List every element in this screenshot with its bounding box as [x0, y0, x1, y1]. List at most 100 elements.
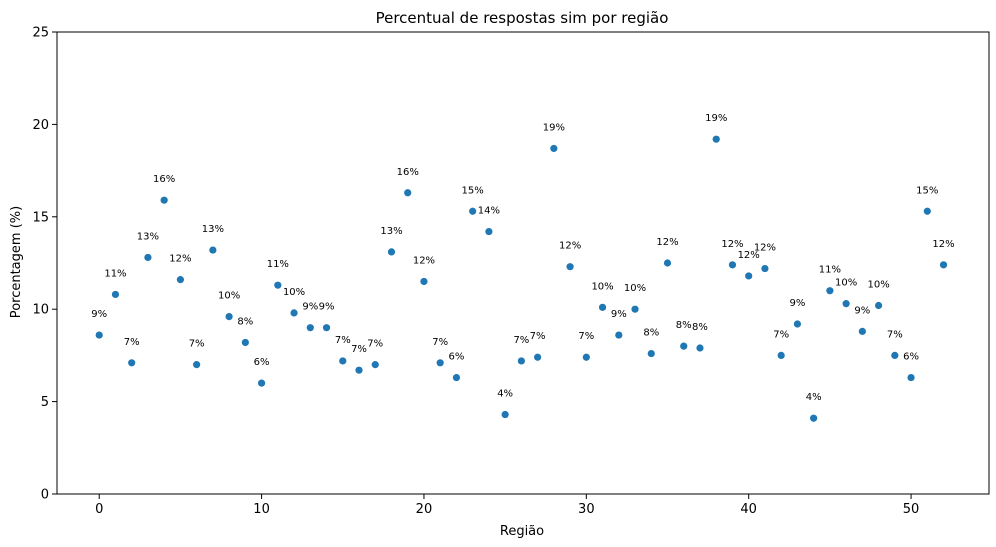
data-label: 10% — [283, 287, 305, 298]
data-point — [517, 357, 525, 365]
data-point — [777, 351, 785, 359]
data-point — [598, 303, 607, 311]
data-point — [712, 135, 720, 143]
data-point — [257, 379, 266, 387]
data-point — [582, 353, 590, 361]
chart-title: Percentual de respostas sim por região — [376, 9, 669, 27]
plot-area: 0 10 20 30 40 50 0 5 10 15 20 25 9% 11% 7% 13% 16% 12% 7% 1… — [32, 26, 990, 517]
data-point — [793, 320, 802, 328]
data-label: 9% — [789, 298, 805, 309]
data-point — [566, 263, 574, 271]
x-tick-label: 40 — [740, 502, 757, 517]
data-label: 7% — [530, 331, 546, 342]
data-point — [680, 342, 688, 350]
data-point — [322, 324, 331, 332]
data-point — [290, 309, 298, 317]
data-label: 9% — [302, 302, 318, 313]
data-point — [728, 261, 737, 269]
y-tick-label: 0 — [41, 488, 49, 503]
data-label: 15% — [462, 185, 484, 196]
data-label: 13% — [380, 226, 402, 237]
data-point — [696, 344, 704, 352]
data-point — [306, 324, 314, 332]
data-label: 7% — [367, 339, 383, 350]
data-label: 6% — [254, 357, 270, 368]
data-label: 8% — [692, 322, 708, 333]
x-tick-label: 20 — [416, 502, 433, 517]
data-label: 9% — [319, 302, 335, 313]
data-point — [550, 144, 558, 153]
data-point — [826, 287, 834, 295]
data-point — [128, 359, 136, 367]
data-label: 7% — [335, 335, 351, 346]
y-tick-label: 15 — [32, 210, 49, 225]
data-point — [420, 277, 428, 286]
data-point — [858, 327, 866, 335]
data-label: 19% — [543, 122, 565, 133]
data-point — [193, 361, 201, 369]
data-label: 9% — [854, 305, 870, 316]
data-point — [485, 227, 493, 236]
data-label: 12% — [932, 239, 954, 250]
data-point — [355, 366, 363, 374]
data-point — [891, 351, 899, 359]
data-point — [874, 301, 883, 310]
data-point — [436, 359, 444, 367]
data-point — [939, 261, 948, 269]
data-label: 4% — [806, 392, 822, 403]
y-tick-label: 10 — [32, 303, 49, 318]
data-point — [907, 373, 915, 382]
data-label: 8% — [643, 328, 659, 339]
data-point — [534, 353, 542, 361]
data-label: 7% — [578, 331, 594, 342]
data-label: 12% — [559, 241, 581, 252]
data-label: 7% — [124, 337, 140, 348]
data-label: 12% — [721, 239, 743, 250]
data-label: 13% — [137, 231, 159, 242]
data-label: 6% — [903, 352, 919, 363]
data-point — [647, 349, 655, 358]
data-point — [95, 331, 103, 339]
data-point — [225, 312, 233, 321]
data-label: 15% — [916, 185, 938, 196]
data-label: 13% — [202, 224, 224, 235]
data-label: 9% — [611, 309, 627, 320]
data-point — [452, 373, 461, 382]
data-label: 14% — [478, 206, 500, 217]
data-label: 12% — [656, 237, 678, 248]
data-point — [923, 207, 931, 215]
data-point — [615, 331, 623, 339]
data-label: 10% — [591, 281, 613, 292]
data-label: 12% — [169, 254, 191, 265]
data-point — [810, 414, 818, 422]
data-point — [761, 264, 769, 273]
data-point — [111, 290, 120, 299]
data-label: 10% — [867, 280, 889, 291]
data-point — [404, 189, 412, 197]
data-label: 11% — [819, 265, 841, 276]
data-label: 19% — [705, 113, 727, 124]
data-label: 8% — [237, 316, 253, 327]
data-point — [501, 410, 509, 419]
plot-frame — [56, 31, 990, 495]
data-label: 10% — [218, 291, 240, 302]
data-point — [387, 248, 396, 256]
data-label: 16% — [397, 167, 419, 178]
data-label: 7% — [887, 329, 903, 340]
x-tick-label: 30 — [578, 502, 595, 517]
x-axis-title: Região — [500, 524, 544, 539]
x-tick-label: 10 — [253, 502, 270, 517]
y-tick-label: 5 — [41, 395, 49, 410]
data-point — [469, 207, 477, 215]
data-point — [631, 305, 639, 313]
data-label: 8% — [676, 320, 692, 331]
data-label: 10% — [835, 278, 857, 289]
x-tick-label: 50 — [903, 502, 920, 517]
data-point — [241, 338, 249, 347]
data-point — [663, 259, 672, 267]
data-label: 7% — [432, 337, 448, 348]
data-point — [144, 253, 152, 262]
data-point — [160, 196, 168, 204]
data-label: 12% — [738, 250, 760, 261]
